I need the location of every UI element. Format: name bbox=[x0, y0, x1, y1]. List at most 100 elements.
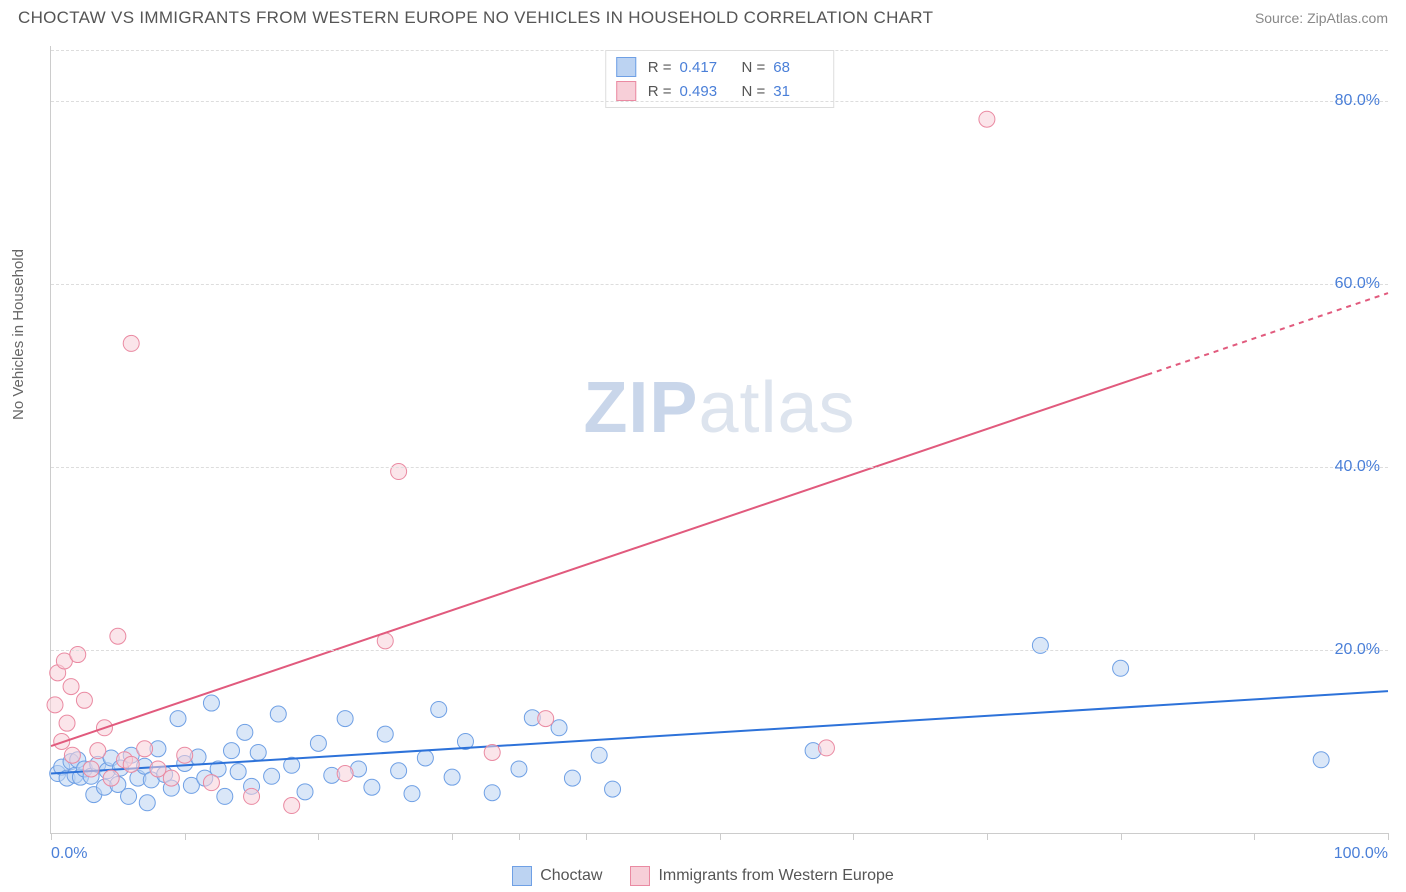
x-tick bbox=[586, 833, 587, 840]
data-point bbox=[139, 795, 155, 811]
data-point bbox=[223, 743, 239, 759]
data-point bbox=[217, 788, 233, 804]
regression-line bbox=[51, 375, 1147, 746]
data-point bbox=[163, 770, 179, 786]
data-point bbox=[64, 747, 80, 763]
x-tick bbox=[1388, 833, 1389, 840]
data-point bbox=[1032, 637, 1048, 653]
data-point bbox=[337, 711, 353, 727]
x-tick bbox=[853, 833, 854, 840]
data-point bbox=[591, 747, 607, 763]
data-point bbox=[230, 764, 246, 780]
data-point bbox=[250, 744, 266, 760]
stat-r-label: R = bbox=[648, 83, 672, 100]
gridline bbox=[51, 50, 1388, 51]
chart-svg-layer bbox=[51, 46, 1388, 833]
data-point bbox=[431, 701, 447, 717]
legend-item: Immigrants from Western Europe bbox=[630, 866, 893, 886]
data-point bbox=[121, 788, 137, 804]
chart-title: CHOCTAW VS IMMIGRANTS FROM WESTERN EUROP… bbox=[18, 8, 933, 28]
data-point bbox=[264, 768, 280, 784]
data-point bbox=[511, 761, 527, 777]
data-point bbox=[244, 788, 260, 804]
data-point bbox=[203, 775, 219, 791]
data-point bbox=[123, 756, 139, 772]
data-point bbox=[59, 715, 75, 731]
data-point bbox=[818, 740, 834, 756]
x-tick bbox=[185, 833, 186, 840]
data-point bbox=[103, 770, 119, 786]
stat-r-label: R = bbox=[648, 59, 672, 76]
data-point bbox=[297, 784, 313, 800]
legend-label: Choctaw bbox=[540, 867, 602, 885]
data-point bbox=[364, 779, 380, 795]
data-point bbox=[1113, 660, 1129, 676]
data-point bbox=[377, 726, 393, 742]
data-point bbox=[70, 647, 86, 663]
stats-row: R = 0.493 N = 31 bbox=[616, 79, 824, 103]
data-point bbox=[83, 761, 99, 777]
data-point bbox=[391, 464, 407, 480]
chart-header: CHOCTAW VS IMMIGRANTS FROM WESTERN EUROP… bbox=[0, 0, 1406, 32]
x-tick bbox=[452, 833, 453, 840]
gridline bbox=[51, 101, 1388, 102]
stat-n-value: 31 bbox=[773, 83, 823, 100]
x-tick bbox=[987, 833, 988, 840]
stats-row: R = 0.417 N = 68 bbox=[616, 55, 824, 79]
data-point bbox=[284, 798, 300, 814]
chart-plot-area: ZIPatlas R =0.417N =68R =0.493N =31 20.0… bbox=[50, 46, 1388, 834]
legend-item: Choctaw bbox=[512, 866, 602, 886]
data-point bbox=[605, 781, 621, 797]
data-point bbox=[310, 735, 326, 751]
data-point bbox=[391, 763, 407, 779]
data-point bbox=[538, 711, 554, 727]
regression-line-dashed bbox=[1147, 293, 1388, 375]
data-point bbox=[123, 335, 139, 351]
data-point bbox=[270, 706, 286, 722]
data-point bbox=[444, 769, 460, 785]
data-point bbox=[1313, 752, 1329, 768]
legend-swatch bbox=[630, 866, 650, 886]
data-point bbox=[484, 785, 500, 801]
stat-n-label: N = bbox=[742, 83, 766, 100]
data-point bbox=[47, 697, 63, 713]
legend-swatch bbox=[616, 81, 636, 101]
x-tick bbox=[720, 833, 721, 840]
data-point bbox=[404, 786, 420, 802]
y-axis-label: No Vehicles in Household bbox=[10, 249, 27, 420]
data-point bbox=[203, 695, 219, 711]
source-label: Source: ZipAtlas.com bbox=[1255, 10, 1388, 26]
stat-r-value: 0.417 bbox=[680, 59, 730, 76]
data-point bbox=[417, 750, 433, 766]
legend-swatch bbox=[616, 57, 636, 77]
data-point bbox=[237, 724, 253, 740]
data-point bbox=[979, 111, 995, 127]
x-tick bbox=[51, 833, 52, 840]
legend-label: Immigrants from Western Europe bbox=[658, 867, 893, 885]
gridline bbox=[51, 284, 1388, 285]
chart-legend: Choctaw Immigrants from Western Europe bbox=[0, 866, 1406, 886]
data-point bbox=[564, 770, 580, 786]
y-tick-label: 80.0% bbox=[1335, 92, 1380, 110]
stat-n-value: 68 bbox=[773, 59, 823, 76]
y-tick-label: 60.0% bbox=[1335, 275, 1380, 293]
data-point bbox=[337, 766, 353, 782]
data-point bbox=[110, 628, 126, 644]
legend-swatch bbox=[512, 866, 532, 886]
x-tick bbox=[1254, 833, 1255, 840]
x-tick bbox=[318, 833, 319, 840]
gridline bbox=[51, 467, 1388, 468]
stat-r-value: 0.493 bbox=[680, 83, 730, 100]
y-tick-label: 20.0% bbox=[1335, 641, 1380, 659]
data-point bbox=[90, 743, 106, 759]
x-tick-label: 100.0% bbox=[1334, 845, 1388, 863]
data-point bbox=[63, 679, 79, 695]
x-tick-label: 0.0% bbox=[51, 845, 87, 863]
gridline bbox=[51, 650, 1388, 651]
data-point bbox=[177, 747, 193, 763]
stat-n-label: N = bbox=[742, 59, 766, 76]
data-point bbox=[484, 744, 500, 760]
correlation-stats-box: R = 0.417 N = 68 R = 0.493 N = 31 bbox=[605, 50, 835, 108]
data-point bbox=[76, 692, 92, 708]
data-point bbox=[137, 741, 153, 757]
